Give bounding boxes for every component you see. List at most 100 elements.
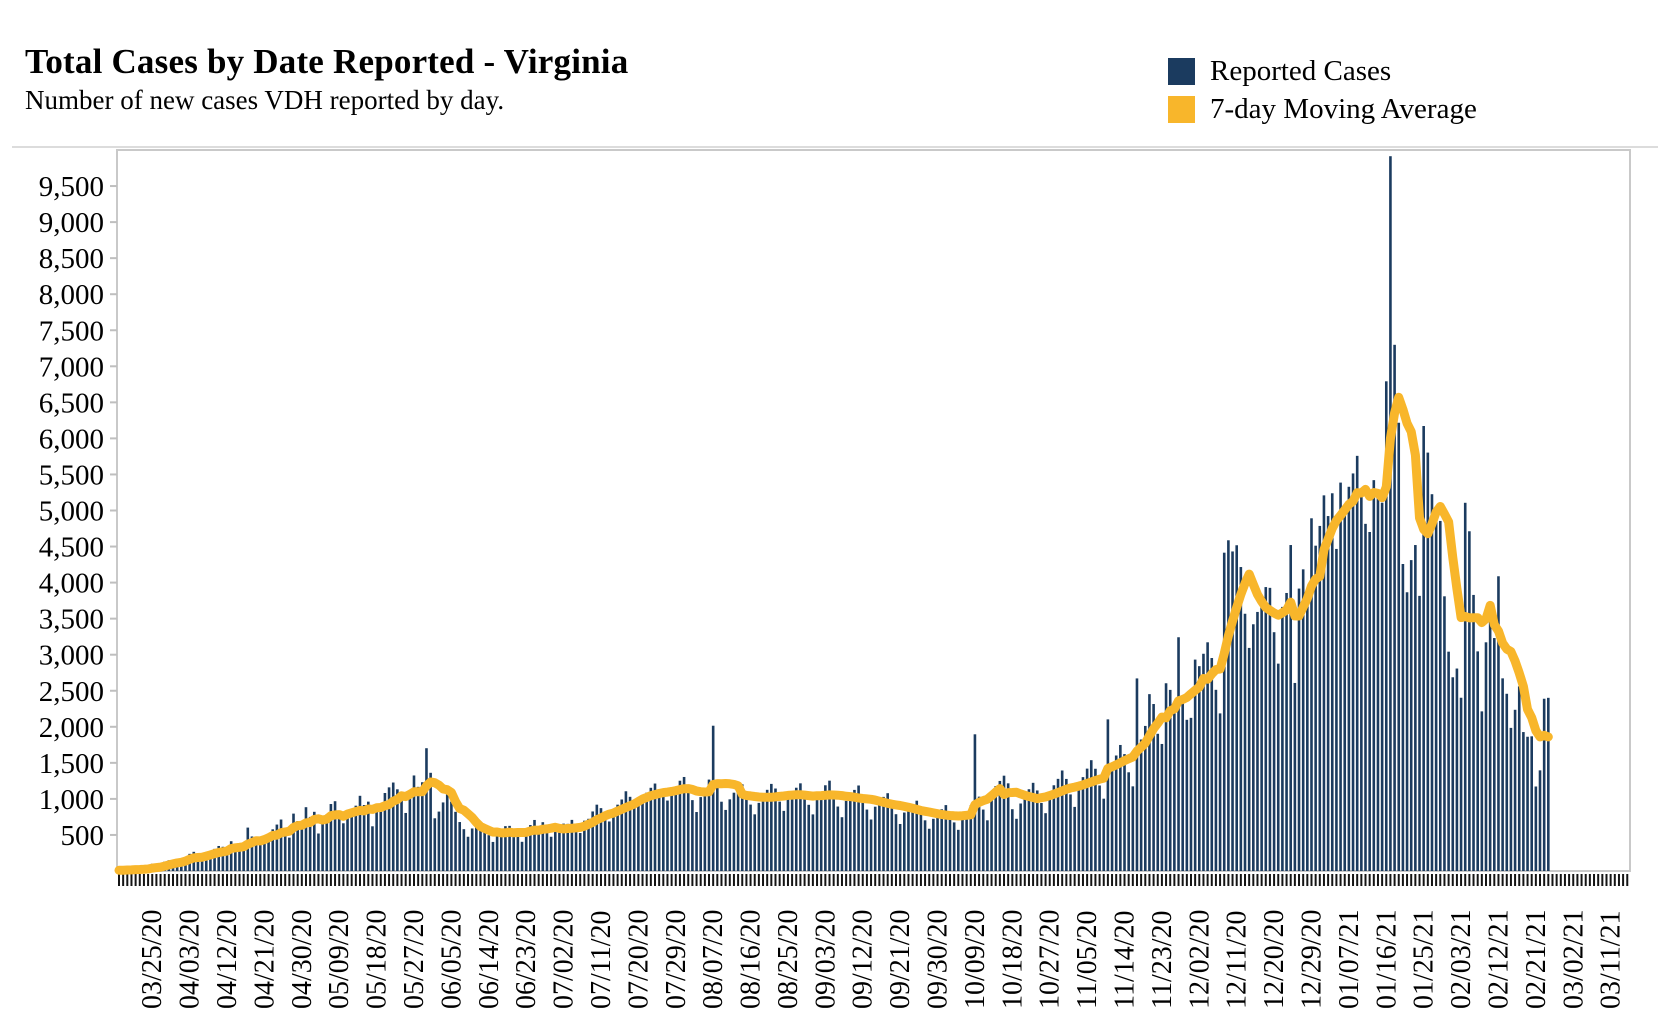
reported-cases-bar bbox=[213, 848, 216, 871]
reported-cases-bar bbox=[774, 788, 777, 871]
reported-cases-bar bbox=[645, 792, 648, 871]
reported-cases-bar bbox=[1044, 813, 1047, 871]
x-axis-day-tick bbox=[1156, 874, 1159, 886]
x-axis-day-tick bbox=[720, 874, 723, 886]
reported-cases-bar bbox=[1164, 683, 1168, 871]
x-axis-day-tick bbox=[1210, 874, 1213, 886]
y-axis-tick-label: 8,000 bbox=[39, 279, 104, 311]
reported-cases-bar bbox=[1160, 743, 1164, 871]
x-axis-day-tick bbox=[699, 874, 702, 886]
reported-cases-bar bbox=[200, 860, 204, 871]
x-axis-day-tick bbox=[641, 874, 644, 886]
reported-cases-bar bbox=[1156, 733, 1160, 871]
chart-legend: Reported Cases 7-day Moving Average bbox=[1168, 52, 1477, 128]
reported-cases-bar bbox=[421, 782, 424, 871]
reported-cases-bar bbox=[400, 799, 403, 871]
reported-cases-bar bbox=[832, 791, 835, 871]
reported-cases-bar bbox=[1522, 732, 1525, 871]
reported-cases-bar bbox=[317, 833, 320, 871]
x-axis-day-tick bbox=[425, 874, 428, 886]
x-axis-day-tick bbox=[953, 874, 956, 886]
x-axis-day-tick bbox=[180, 874, 183, 886]
reported-cases-bar bbox=[637, 804, 640, 871]
reported-cases-bar bbox=[1306, 603, 1309, 871]
x-axis-date-label: 02/03/21 bbox=[1446, 909, 1477, 1009]
reported-cases-bar bbox=[1193, 659, 1197, 871]
reported-cases-bar bbox=[1127, 772, 1130, 871]
reported-cases-bar bbox=[1347, 486, 1351, 871]
reported-cases-bar bbox=[1463, 502, 1467, 871]
x-axis-day-tick bbox=[840, 874, 843, 886]
x-axis-day-tick bbox=[1335, 874, 1338, 886]
x-axis-day-tick bbox=[878, 874, 881, 886]
x-axis-day-tick bbox=[201, 874, 204, 886]
reported-cases-bar bbox=[383, 792, 387, 871]
y-axis-tick-label: 3,000 bbox=[39, 640, 104, 672]
reported-cases-bar bbox=[454, 811, 457, 871]
x-axis-day-tick bbox=[1268, 874, 1271, 886]
reported-cases-bar bbox=[512, 829, 516, 871]
x-axis-day-tick bbox=[944, 874, 947, 886]
reported-cases-bar bbox=[923, 820, 927, 871]
x-axis-day-tick bbox=[429, 874, 432, 886]
x-axis-day-tick bbox=[1152, 874, 1155, 886]
x-axis-day-tick bbox=[1505, 874, 1508, 886]
reported-cases-bar bbox=[516, 833, 520, 871]
reported-cases-bar bbox=[1177, 637, 1180, 871]
y-axis-tick-label: 3,500 bbox=[39, 604, 104, 636]
x-axis-day-tick bbox=[986, 874, 989, 886]
reported-cases-bar bbox=[1048, 794, 1052, 871]
x-axis-day-tick bbox=[1231, 874, 1234, 886]
x-axis-day-tick bbox=[757, 874, 760, 886]
x-axis-day-tick bbox=[545, 874, 548, 886]
x-axis-date-label: 06/14/20 bbox=[474, 909, 505, 1009]
x-axis-day-tick bbox=[978, 874, 981, 886]
x-axis-day-tick bbox=[255, 874, 258, 886]
x-axis-day-tick bbox=[1322, 874, 1325, 886]
x-axis-day-tick bbox=[1185, 874, 1188, 886]
x-axis-day-tick bbox=[1310, 874, 1313, 886]
x-axis-day-tick bbox=[417, 874, 420, 886]
reported-cases-bar bbox=[990, 792, 993, 871]
reported-cases-bar bbox=[499, 834, 503, 871]
reported-cases-bar bbox=[911, 804, 914, 871]
reported-cases-bar bbox=[753, 814, 757, 871]
reported-cases-bar bbox=[1368, 531, 1371, 871]
x-axis-day-tick bbox=[118, 874, 120, 886]
reported-cases-bar bbox=[391, 782, 395, 871]
x-axis-day-tick bbox=[467, 874, 470, 886]
reported-cases-bar bbox=[1247, 647, 1251, 871]
reported-cases-bar bbox=[350, 813, 353, 871]
x-axis-day-tick bbox=[1052, 874, 1055, 886]
reported-cases-bar bbox=[1497, 576, 1500, 871]
x-axis-day-tick bbox=[1568, 874, 1571, 886]
reported-cases-bar bbox=[1318, 525, 1322, 871]
reported-cases-bar bbox=[882, 796, 885, 871]
x-axis-day-tick bbox=[795, 874, 798, 886]
reported-cases-bar bbox=[770, 783, 773, 871]
chart-top-border bbox=[12, 146, 1658, 148]
x-axis-day-tick bbox=[1169, 874, 1172, 886]
x-axis-day-tick bbox=[886, 874, 889, 886]
x-axis-date-label: 04/12/20 bbox=[212, 909, 243, 1009]
x-axis-date-label: 08/25/20 bbox=[773, 909, 804, 1009]
reported-cases-bar bbox=[940, 809, 943, 871]
reported-cases-bar bbox=[1351, 473, 1355, 871]
x-axis-day-tick bbox=[932, 874, 935, 886]
x-axis-date-label: 10/18/20 bbox=[997, 909, 1028, 1009]
x-axis-day-tick bbox=[1302, 874, 1305, 886]
x-axis-day-tick bbox=[529, 874, 532, 886]
reported-cases-bar bbox=[1227, 540, 1230, 871]
x-axis-day-tick bbox=[620, 874, 623, 886]
x-axis-day-tick bbox=[741, 874, 744, 886]
reported-cases-bar bbox=[1239, 567, 1243, 871]
x-axis-day-tick bbox=[1094, 874, 1097, 886]
reported-cases-bar bbox=[1384, 381, 1388, 871]
x-axis-day-tick bbox=[1260, 874, 1263, 886]
reported-cases-bar bbox=[807, 804, 811, 871]
x-axis-day-tick bbox=[525, 874, 528, 886]
reported-cases-bar bbox=[296, 821, 299, 871]
x-axis-day-tick bbox=[1410, 874, 1413, 886]
x-axis-day-tick bbox=[516, 874, 519, 886]
x-axis-day-tick bbox=[803, 874, 806, 886]
